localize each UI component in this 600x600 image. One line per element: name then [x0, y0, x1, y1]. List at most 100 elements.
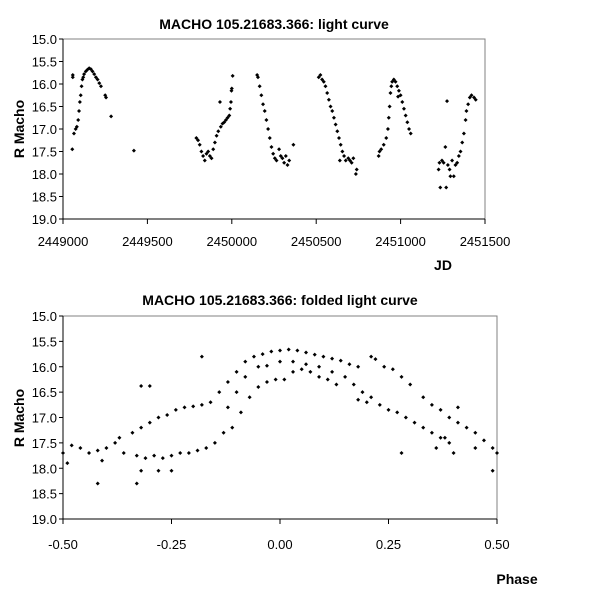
data-point: [343, 374, 348, 379]
data-point: [473, 97, 478, 102]
data-point: [379, 147, 384, 152]
data-point: [399, 374, 404, 379]
data-point: [321, 354, 326, 359]
data-point: [70, 147, 75, 152]
data-point: [218, 124, 223, 129]
data-point: [347, 362, 352, 367]
data-point: [95, 77, 100, 82]
y-tick-label: 18.5: [32, 190, 57, 205]
data-point: [326, 97, 331, 102]
data-point: [257, 84, 262, 89]
data-point: [455, 160, 460, 165]
data-point: [104, 95, 109, 100]
data-point: [238, 410, 243, 415]
data-point: [291, 369, 296, 374]
data-point: [95, 481, 100, 486]
data-point: [481, 438, 486, 443]
x-axis-label: JD: [434, 257, 452, 273]
data-point: [338, 142, 343, 147]
data-point: [328, 104, 333, 109]
data-point: [121, 451, 126, 456]
data-point: [388, 91, 393, 95]
data-point: [325, 377, 330, 382]
data-point: [165, 412, 170, 417]
data-point: [304, 350, 309, 355]
data-point: [95, 448, 100, 453]
plot-area: [62, 315, 498, 520]
data-point: [333, 122, 338, 127]
data-point: [191, 404, 196, 409]
y-tick-label: 18.0: [32, 461, 57, 476]
data-point: [87, 451, 92, 456]
data-point: [134, 481, 139, 486]
data-point: [247, 395, 252, 400]
data-point: [343, 158, 348, 163]
data-point: [389, 84, 394, 89]
data-point: [434, 445, 439, 450]
data-point: [261, 102, 266, 107]
data-point: [335, 129, 340, 134]
data-point: [438, 185, 443, 190]
y-tick-label: 15.5: [32, 55, 57, 70]
data-point: [421, 425, 426, 430]
data-point: [351, 156, 356, 161]
data-point: [139, 425, 144, 430]
data-point: [336, 136, 341, 140]
x-tick-label: 2451500: [460, 234, 511, 249]
data-point: [451, 174, 456, 179]
data-point: [202, 158, 207, 163]
data-point: [217, 100, 222, 104]
data-point: [134, 453, 139, 458]
data-point: [227, 113, 232, 118]
data-point: [448, 174, 453, 179]
y-tick-label: 17.5: [32, 436, 57, 451]
data-point: [369, 354, 374, 359]
data-point: [271, 151, 276, 156]
data-point: [243, 374, 248, 379]
data-point: [74, 124, 79, 129]
data-point: [473, 445, 478, 450]
data-point: [407, 127, 412, 131]
data-point: [77, 109, 82, 113]
data-point: [264, 118, 269, 122]
data-point: [429, 430, 434, 435]
data-point: [395, 410, 400, 415]
data-point: [356, 364, 361, 369]
x-tick-label: 2449000: [38, 234, 89, 249]
data-point: [466, 102, 471, 107]
y-tick-label: 16.0: [32, 77, 57, 92]
data-point: [178, 451, 183, 456]
y-axis-label: R Macho: [11, 389, 27, 447]
data-point: [354, 167, 359, 172]
data-point: [228, 106, 233, 111]
data-point: [330, 109, 335, 113]
y-tick-label: 19.0: [32, 512, 57, 527]
data-point: [229, 86, 234, 91]
data-point: [464, 109, 469, 113]
y-tick-label: 16.5: [32, 385, 57, 400]
data-point: [287, 158, 292, 163]
data-point: [274, 158, 279, 163]
data-point: [321, 79, 326, 84]
data-point: [221, 430, 226, 435]
data-point: [408, 131, 413, 136]
data-point: [182, 405, 187, 410]
data-point: [70, 73, 75, 77]
data-point: [395, 84, 400, 89]
data-point: [447, 440, 452, 445]
data-point: [445, 163, 450, 167]
data-point: [61, 451, 65, 456]
data-point: [230, 425, 235, 430]
data-point: [169, 453, 174, 458]
data-point: [209, 156, 214, 161]
data-point: [304, 362, 309, 367]
data-point: [382, 364, 387, 369]
data-point: [390, 367, 395, 372]
y-tick-label: 19.0: [32, 212, 57, 227]
data-point: [317, 364, 322, 369]
data-point: [458, 149, 463, 154]
data-point: [463, 118, 468, 122]
data-point: [386, 407, 391, 412]
data-point: [460, 140, 465, 145]
data-point: [438, 435, 443, 440]
